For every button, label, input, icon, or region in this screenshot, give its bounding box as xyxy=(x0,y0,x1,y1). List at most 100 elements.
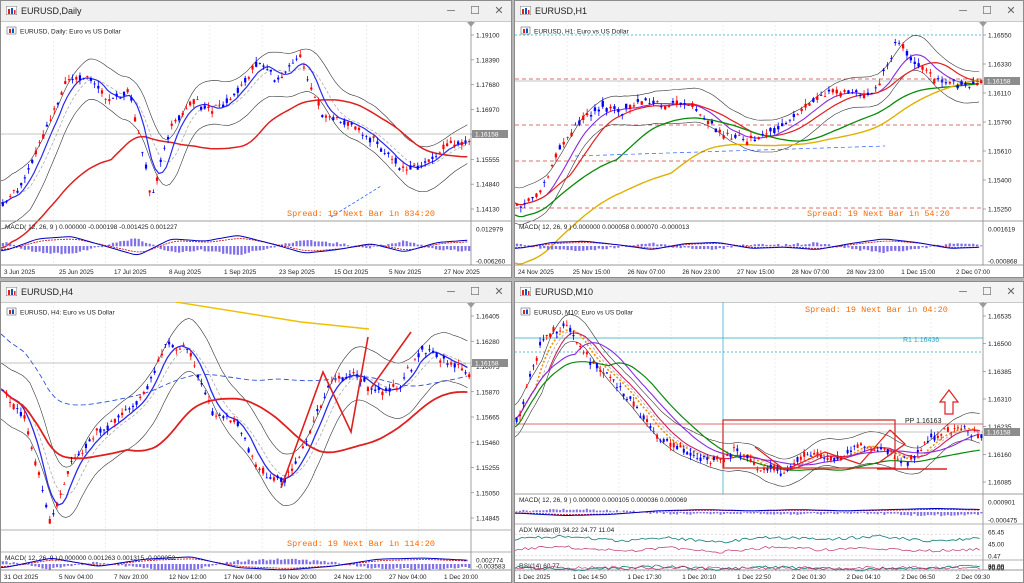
maximize-button[interactable]: ☐ xyxy=(982,5,992,17)
symbol-icon-bar xyxy=(9,29,11,33)
macd-bar xyxy=(906,512,909,516)
window-titlebar[interactable]: EURUSD,H4 ─ ☐ ✕ xyxy=(1,282,511,303)
candle-body xyxy=(589,361,592,365)
macd-bar xyxy=(137,238,140,247)
candle-body xyxy=(435,352,438,358)
candle-body xyxy=(666,439,669,441)
candle-body xyxy=(88,439,91,442)
macd-bar xyxy=(405,241,408,247)
close-button[interactable]: ✕ xyxy=(494,286,504,298)
close-button[interactable]: ✕ xyxy=(494,5,504,17)
symbol-icon-frame xyxy=(520,26,531,35)
candle-body xyxy=(525,386,528,388)
candle-body xyxy=(890,58,893,59)
chart-window-daily[interactable]: EURUSD,Daily ─ ☐ ✕ 1.19100 1.18390 1.17680 1.… xyxy=(0,0,512,278)
current-price-box xyxy=(472,130,508,138)
chart-area[interactable]: 1.16550 1.16330 1.16110 1.15790 1.15610 1.154… xyxy=(515,21,1023,277)
macd-bar xyxy=(578,246,581,251)
candle-body xyxy=(686,452,689,455)
candle-body xyxy=(144,164,148,169)
candle-body xyxy=(74,457,77,459)
candle-body xyxy=(829,456,832,461)
candle-body xyxy=(784,122,788,124)
macd-bar xyxy=(549,509,552,513)
macd-bar xyxy=(53,246,56,253)
candle-body xyxy=(976,434,979,439)
minimize-button[interactable]: ─ xyxy=(447,286,455,298)
candle-body xyxy=(5,392,8,394)
candle-body xyxy=(970,435,973,437)
candle-body xyxy=(70,461,73,462)
window-titlebar[interactable]: EURUSD,M10 ─ ☐ ✕ xyxy=(515,282,1023,303)
macd-bar xyxy=(843,512,846,514)
candle-body xyxy=(719,459,722,460)
macd-bar xyxy=(288,243,291,247)
candle-body xyxy=(903,456,906,458)
window-titlebar[interactable]: EURUSD,Daily ─ ☐ ✕ xyxy=(1,1,511,22)
macd-bar xyxy=(240,561,243,565)
minimize-button[interactable]: ─ xyxy=(447,5,455,17)
chart-window-h1[interactable]: EURUSD,H1 ─ ☐ ✕ 1.16550 1.16330 1.16110 1.157… xyxy=(514,0,1024,278)
macd-bar xyxy=(525,510,528,513)
macd-bar xyxy=(522,509,525,513)
macd-bar xyxy=(683,246,686,248)
candle-body xyxy=(280,76,283,79)
candle-body xyxy=(75,77,78,80)
macd-bar xyxy=(656,244,659,247)
maximize-button[interactable]: ☐ xyxy=(470,5,480,17)
macd-bar xyxy=(874,246,877,252)
chart-area[interactable]: R1 1.16436 PP 1.16163 1.16535 1.16500 1.1638… xyxy=(515,302,1023,582)
window-titlebar[interactable]: EURUSD,H1 ─ ☐ ✕ xyxy=(515,1,1023,22)
macd-bar xyxy=(339,244,342,247)
time-label: 19 Nov 20:00 xyxy=(279,574,317,581)
macd-bar xyxy=(413,564,417,570)
macd-bar xyxy=(702,512,705,514)
maximize-button[interactable]: ☐ xyxy=(982,286,992,298)
macd-bar xyxy=(192,246,195,252)
time-label: 2 Dec 01:30 xyxy=(792,574,826,581)
candle-body xyxy=(585,113,589,116)
candle-body xyxy=(211,411,214,416)
macd-bar xyxy=(975,244,979,247)
candle-body xyxy=(413,358,417,360)
chart-window-h4[interactable]: EURUSD,H4 ─ ☐ ✕ 1.16405 1.16280 1.16075 1.158… xyxy=(0,281,512,583)
candle-body xyxy=(119,97,122,99)
moving-average xyxy=(1,99,468,249)
minimize-button[interactable]: ─ xyxy=(959,286,967,298)
close-button[interactable]: ✕ xyxy=(1006,286,1016,298)
time-label: 24 Nov 12:00 xyxy=(334,574,372,581)
candle-body xyxy=(625,399,628,400)
candle-body xyxy=(316,409,319,412)
macd-bar xyxy=(532,510,535,513)
candles xyxy=(1,338,471,525)
candle-body xyxy=(266,69,269,71)
candle-body xyxy=(543,181,546,183)
candle-body xyxy=(420,165,423,167)
macd-bar xyxy=(276,558,279,565)
chart-area[interactable]: 1.191001.183901.176801.169701.162601.155… xyxy=(1,21,511,277)
candle-body xyxy=(398,168,401,170)
candle-body xyxy=(714,128,718,133)
candle-body xyxy=(836,455,839,460)
close-button[interactable]: ✕ xyxy=(1006,5,1016,17)
candle-body xyxy=(450,362,453,365)
macd-bar xyxy=(283,559,286,565)
candle-body xyxy=(579,345,582,348)
minimize-button[interactable]: ─ xyxy=(959,5,967,17)
chart-window-m10[interactable]: EURUSD,M10 ─ ☐ ✕ R1 1.16436 PP 1.16163 1.165… xyxy=(514,281,1024,583)
candle-body xyxy=(851,92,854,94)
macd-bar xyxy=(152,244,155,247)
macd-bar xyxy=(130,238,133,247)
macd-bar xyxy=(453,246,456,250)
candle-body xyxy=(284,71,287,73)
maximize-button[interactable]: ☐ xyxy=(470,286,480,298)
moving-average xyxy=(515,328,980,471)
macd-bar xyxy=(722,512,725,515)
up-arrow-icon xyxy=(938,389,960,415)
candle-body xyxy=(113,418,116,423)
chart-area[interactable]: 1.16405 1.16280 1.16075 1.15870 1.15665 1.154… xyxy=(1,302,511,582)
candle-body xyxy=(117,415,120,418)
candle-body xyxy=(23,177,26,179)
candle-body xyxy=(963,425,966,427)
candle-body xyxy=(933,436,936,441)
